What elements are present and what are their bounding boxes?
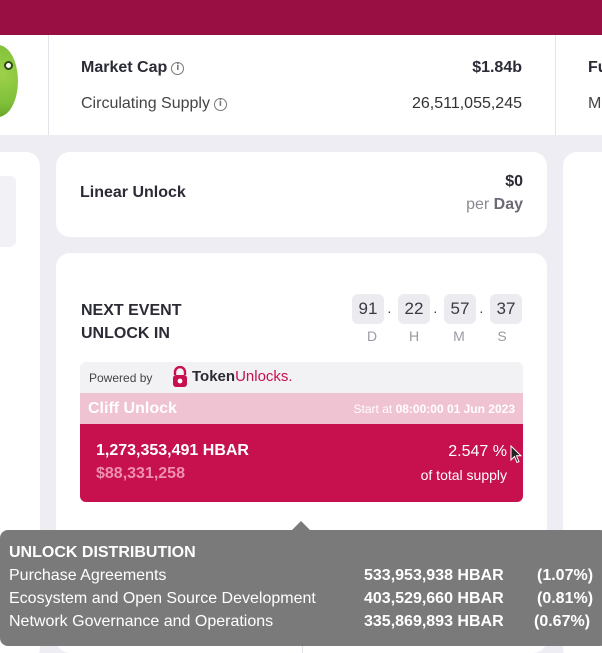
- unlock-percent-caption: of total supply: [420, 467, 507, 483]
- cliff-unlock-title: Cliff Unlock: [88, 400, 177, 417]
- powered-by-label: Powered by: [89, 371, 153, 385]
- countdown-unit-hours: H: [408, 328, 420, 344]
- tokenunlocks-logo-icon: [173, 366, 187, 387]
- countdown-minutes: 57: [444, 294, 476, 324]
- linear-unlock-amount: $0: [505, 173, 523, 190]
- divider: [48, 35, 49, 135]
- tooltip-row-amount: 533,953,938 HBAR: [364, 567, 504, 584]
- countdown-separator: ·: [387, 303, 392, 319]
- cliff-start-time: Start at 08:00:00 01 Jun 2023: [353, 402, 515, 416]
- stats-bar: Market Cap i $1.84b Circulating Supply i…: [0, 35, 602, 135]
- unlock-token-amount: 1,273,353,491 HBAR: [96, 442, 249, 459]
- divider: [302, 646, 303, 653]
- circulating-supply-label: Circulating Supply i: [81, 95, 227, 113]
- tooltip-row-name: Ecosystem and Open Source Development: [9, 590, 316, 607]
- tooltip-title: UNLOCK DISTRIBUTION: [9, 544, 196, 561]
- linear-unlock-card: Linear Unlock $0 per Day: [56, 152, 547, 237]
- tooltip-row-pct: (0.81%): [537, 590, 594, 607]
- next-event-title: NEXT EVENT UNLOCK IN: [81, 302, 182, 342]
- cliff-unlock-details[interactable]: 1,273,353,491 HBAR $88,331,258 2.547 % o…: [80, 424, 523, 502]
- secondary-label: M: [588, 95, 602, 112]
- powered-by-bar: Powered by TokenUnlocks.: [80, 362, 523, 393]
- tooltip-row-name: Network Governance and Operations: [9, 613, 274, 630]
- countdown-unit-seconds: S: [497, 328, 507, 344]
- countdown-separator: ·: [479, 303, 484, 319]
- cliff-unlock-header: Cliff Unlock Start at 08:00:00 01 Jun 20…: [80, 393, 523, 424]
- unlock-usd-amount: $88,331,258: [96, 465, 185, 482]
- countdown-unit-minutes: M: [453, 328, 465, 344]
- unlock-percent: 2.547 %: [448, 443, 507, 460]
- market-cap-label: Market Cap i: [81, 59, 185, 77]
- tokenunlocks-brand[interactable]: TokenUnlocks.: [192, 368, 293, 385]
- info-icon[interactable]: i: [171, 61, 185, 75]
- unlock-distribution-tooltip: UNLOCK DISTRIBUTION Purchase Agreements …: [0, 530, 602, 646]
- tooltip-row-pct: (0.67%): [534, 613, 591, 630]
- market-cap-value: $1.84b: [472, 59, 522, 76]
- tooltip-row-amount: 403,529,660 HBAR: [364, 590, 504, 607]
- info-icon[interactable]: i: [213, 97, 227, 111]
- fully-diluted-label: Fu: [588, 59, 602, 76]
- top-banner: [0, 0, 602, 35]
- countdown-separator: ·: [433, 303, 438, 319]
- countdown-hours: 22: [398, 294, 430, 324]
- countdown-days: 91: [352, 294, 384, 324]
- countdown-unit-days: D: [366, 328, 378, 344]
- linear-unlock-title: Linear Unlock: [80, 184, 186, 201]
- divider: [555, 35, 556, 135]
- mouse-cursor-icon: [510, 445, 522, 464]
- linear-unlock-period: per Day: [466, 196, 523, 213]
- countdown-seconds: 37: [490, 294, 522, 324]
- tooltip-row-name: Purchase Agreements: [9, 567, 167, 584]
- token-logo: [0, 45, 18, 117]
- circulating-supply-value: 26,511,055,245: [411, 95, 522, 112]
- tooltip-row-amount: 335,869,893 HBAR: [364, 613, 504, 630]
- tooltip-arrow: [292, 521, 310, 530]
- tooltip-row-pct: (1.07%): [537, 567, 594, 584]
